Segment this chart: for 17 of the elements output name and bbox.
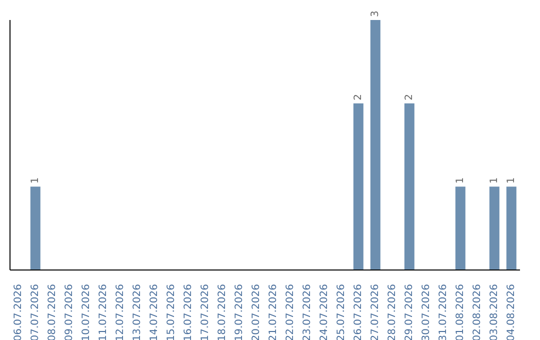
x-tick-label: 14.07.2026: [149, 284, 160, 340]
data-label: 1: [488, 177, 500, 184]
data-label: 1: [30, 177, 41, 184]
data-label: 2: [352, 94, 364, 100]
data-label: 2: [404, 94, 415, 100]
x-tick-label: 15.07.2026: [166, 284, 177, 340]
data-label: 1: [506, 177, 517, 184]
x-tick-label: 18.07.2026: [217, 284, 228, 340]
x-tick-label: 16.07.2026: [183, 284, 194, 340]
x-tick-label: 17.07.2026: [200, 284, 211, 340]
x-tick-label: 19.07.2026: [234, 284, 245, 340]
x-tick-label: 10.07.2026: [81, 284, 92, 340]
x-tick-label: 13.07.2026: [132, 284, 143, 340]
x-tick-label: 12.07.2026: [115, 284, 126, 340]
data-label: 1: [454, 177, 466, 184]
x-tick-label: 11.07.2026: [98, 284, 109, 340]
data-label: 3: [370, 10, 381, 17]
